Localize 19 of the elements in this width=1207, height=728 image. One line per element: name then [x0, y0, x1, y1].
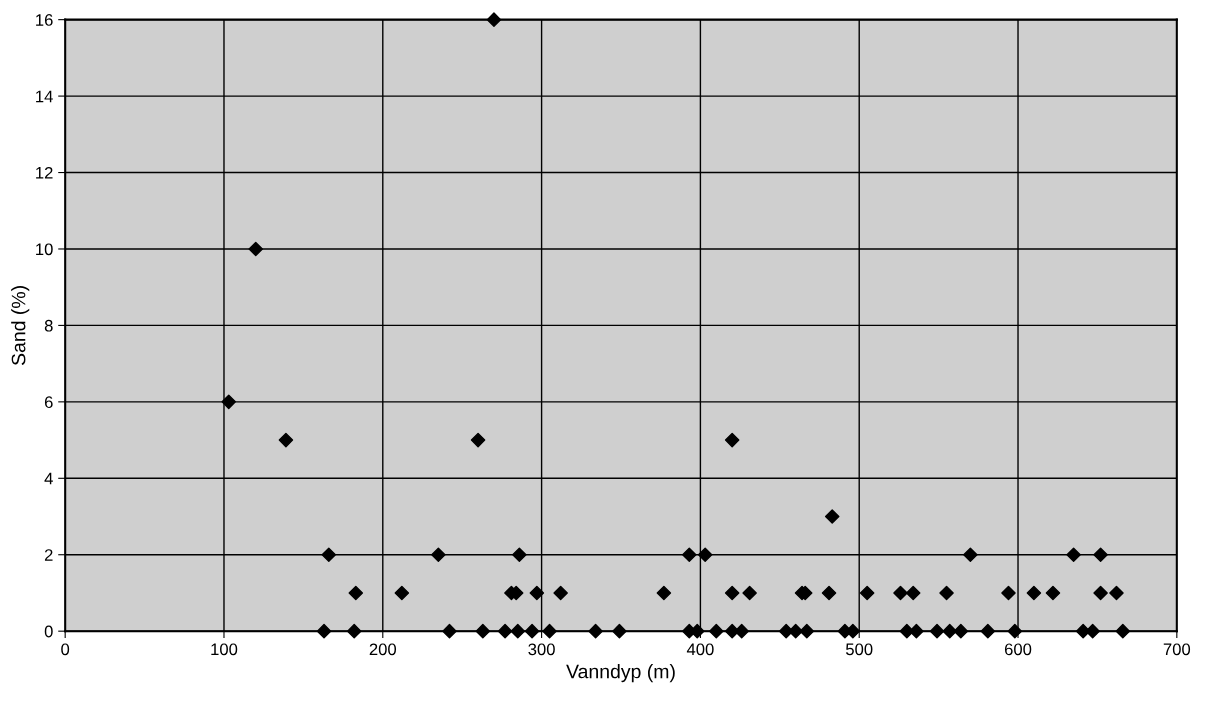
y-tick-label: 10 [36, 243, 53, 256]
x-tick-label: 100 [211, 643, 238, 656]
x-tick-label: 300 [528, 643, 555, 656]
x-tick-label: 200 [369, 643, 397, 656]
x-axis-title: Vanndyp (m) [566, 664, 675, 683]
x-tick-label: 700 [1163, 643, 1191, 656]
y-tick-label: 4 [44, 472, 53, 485]
x-tick-label: 0 [61, 643, 70, 656]
y-tick-label: 0 [44, 625, 53, 638]
y-tick-label: 2 [44, 549, 53, 561]
x-tick-label: 400 [686, 643, 714, 656]
y-axis-title: Sand (%) [11, 286, 30, 366]
x-tick-label: 600 [1004, 643, 1032, 656]
y-tick-label: 12 [36, 166, 53, 179]
y-tick-label: 8 [44, 319, 53, 332]
y-tick-label: 16 [36, 14, 53, 26]
y-tick-label: 6 [44, 396, 53, 409]
y-tick-label: 14 [36, 90, 53, 103]
x-tick-label: 500 [845, 643, 873, 656]
